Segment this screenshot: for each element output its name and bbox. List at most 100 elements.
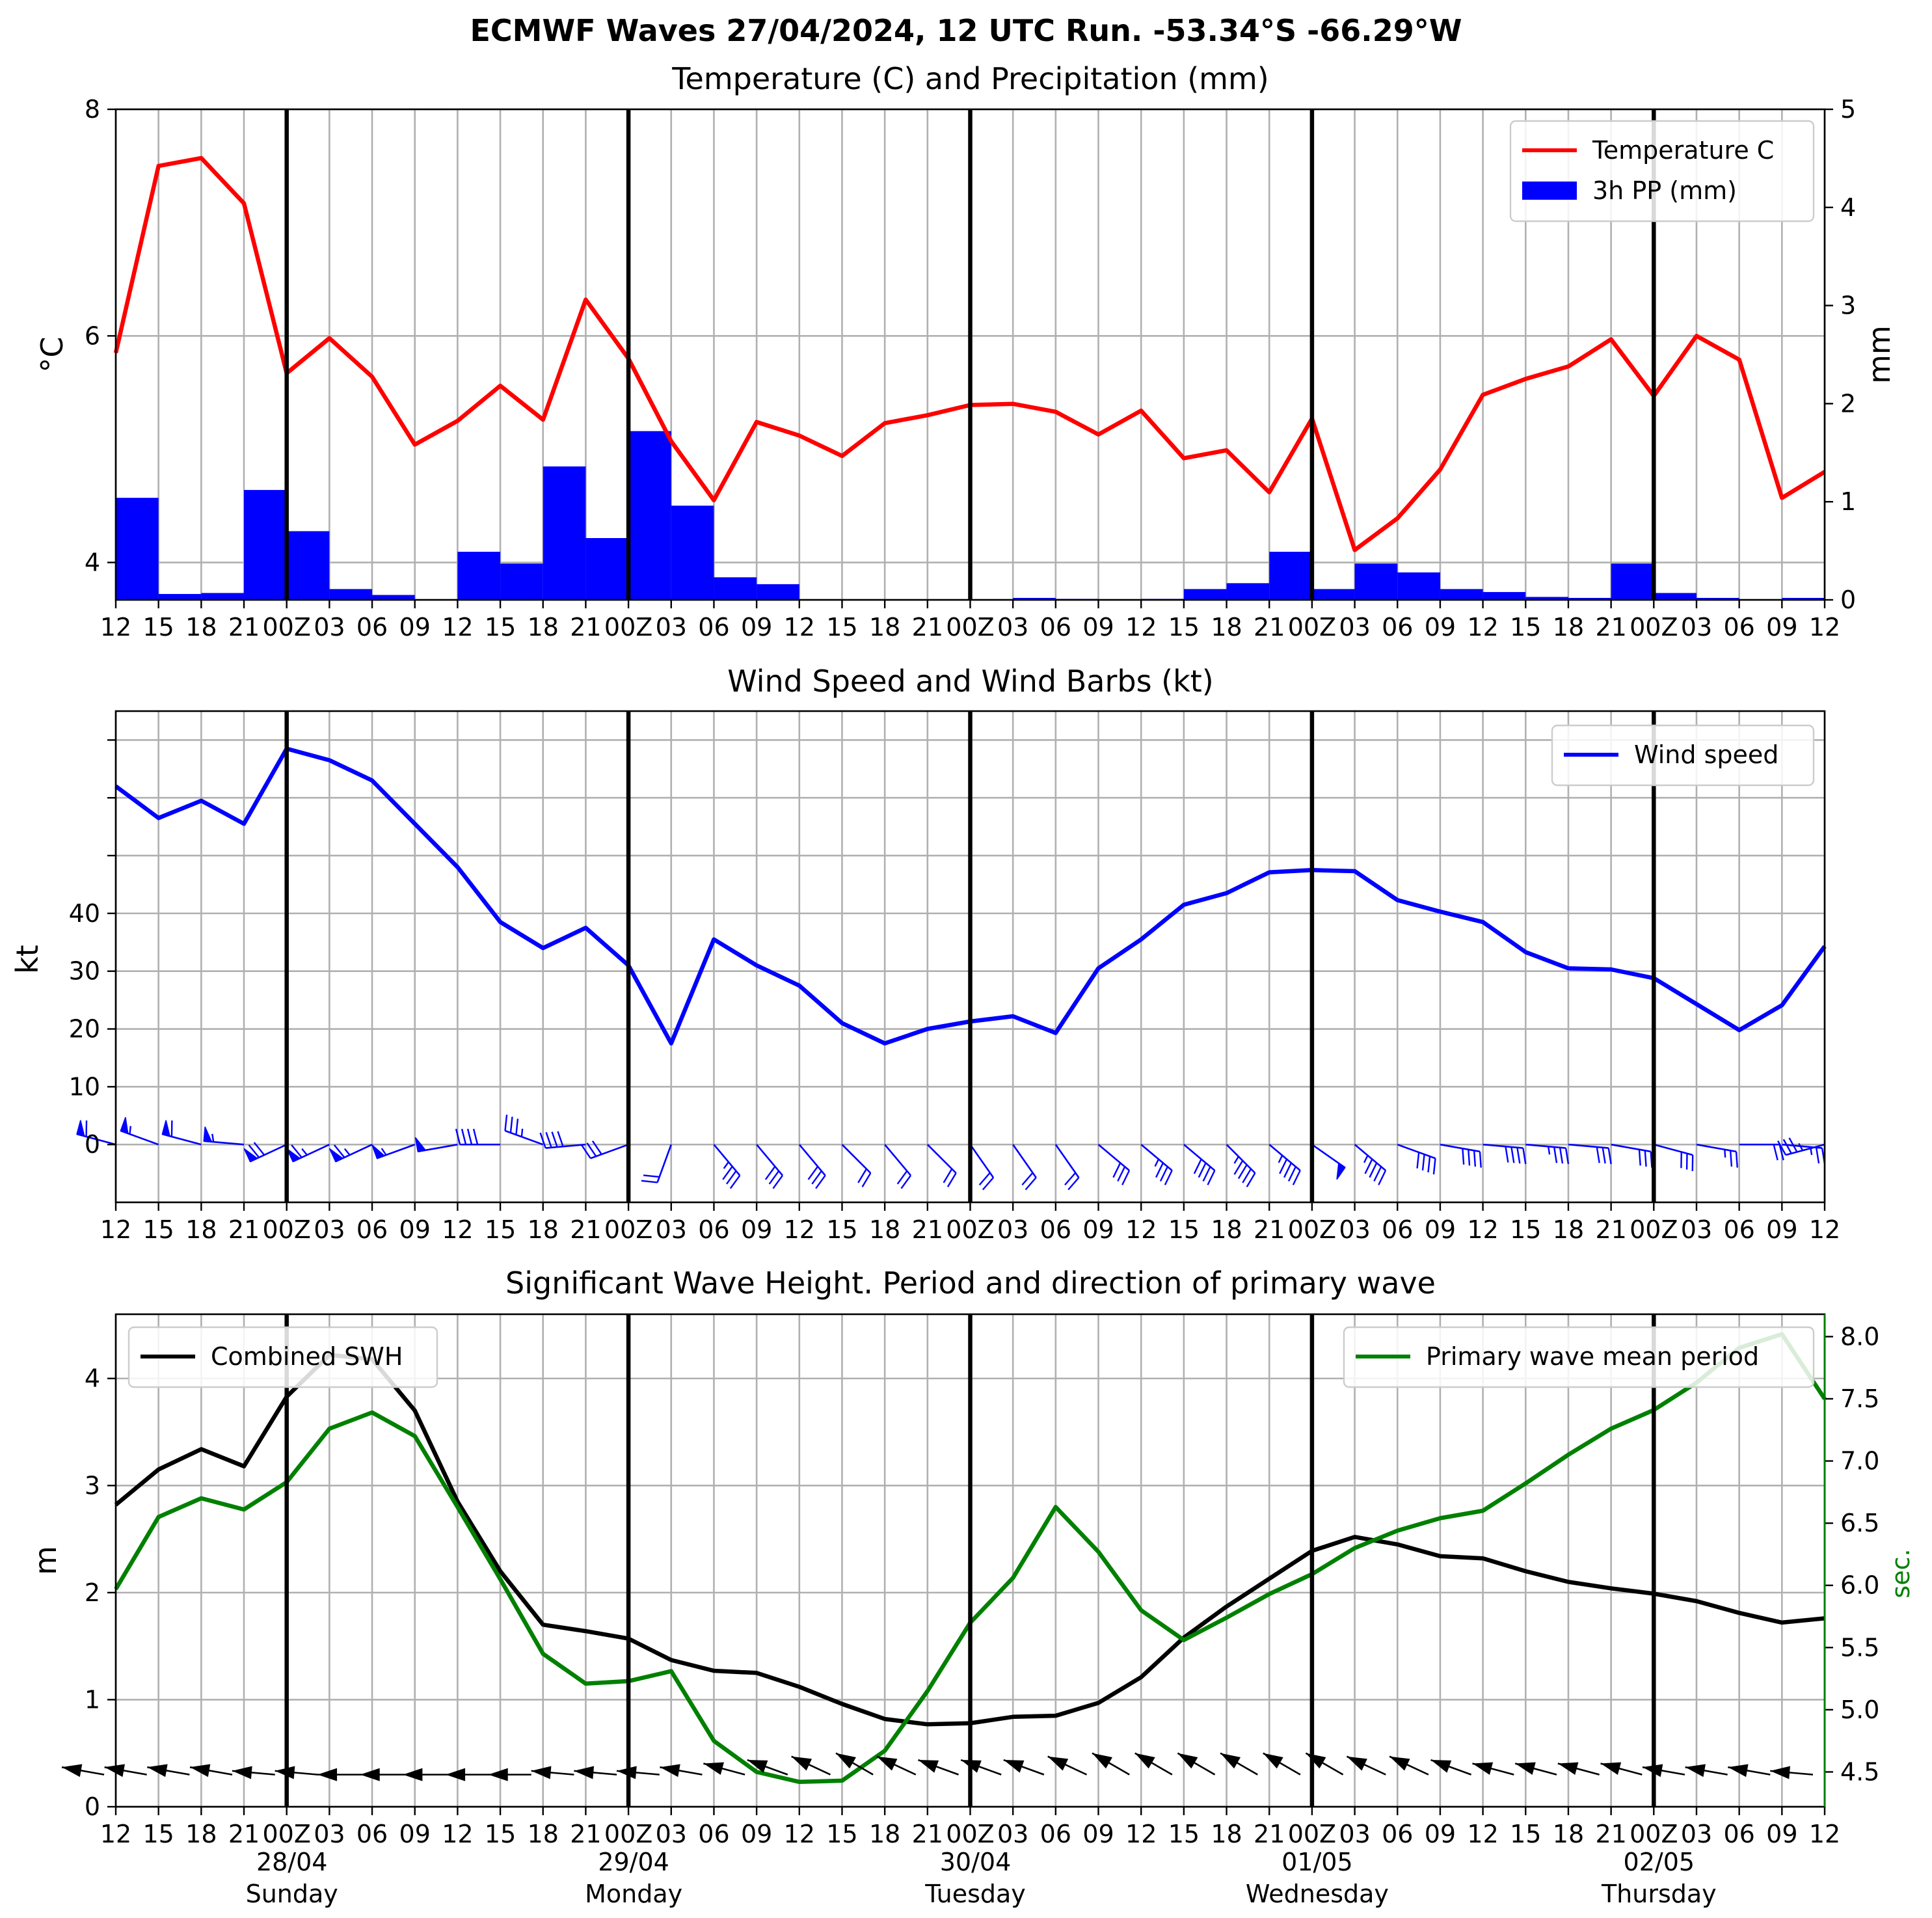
- wind-barb-shaft: [798, 1144, 826, 1176]
- wave-arrow-head: [1557, 1762, 1579, 1775]
- wave-direction-arrow: [147, 1764, 190, 1777]
- wind-barb: [120, 1117, 159, 1146]
- x-tick-label: 09: [1766, 613, 1797, 642]
- wind-barb-full: [1644, 1150, 1647, 1167]
- legend-entry-label: Primary wave mean period: [1426, 1342, 1759, 1371]
- x-tick-label: 12: [1467, 1820, 1498, 1848]
- wave-direction-arrow: [104, 1764, 147, 1777]
- wave-arrow-head: [531, 1766, 552, 1779]
- precip-bar: [1013, 597, 1056, 600]
- wind-barb-full: [1479, 1151, 1482, 1168]
- wind-barb-shaft: [1226, 1144, 1256, 1174]
- wind-barb-full: [1246, 1172, 1256, 1187]
- x-tick-label: 06: [1723, 1820, 1754, 1848]
- wind-barb-full: [1021, 1172, 1034, 1186]
- temperature-legend: Temperature C 3h PP (mm): [1509, 120, 1815, 223]
- wind-barb-shaft: [1525, 1143, 1566, 1149]
- wave-arrow-head: [660, 1764, 680, 1777]
- wave-arrow-head: [1347, 1756, 1367, 1771]
- wind-barb: [580, 1141, 629, 1159]
- wave-arrow-head: [791, 1756, 812, 1771]
- x-tick-label: 12: [784, 1215, 815, 1244]
- legend-entry-label: Wind speed: [1634, 740, 1778, 769]
- precip-bar: [1397, 572, 1440, 600]
- wind-barb-pennant: [203, 1126, 213, 1142]
- wind-barb-full: [1602, 1147, 1606, 1164]
- wind-barb-shaft: [926, 1144, 957, 1174]
- y-axis-label: m: [28, 1546, 63, 1575]
- wind-barb-shaft: [756, 1144, 783, 1176]
- wave-arrow-head: [446, 1768, 466, 1781]
- wind-barb: [841, 1144, 872, 1187]
- x-tick-label: 21: [1595, 1215, 1626, 1244]
- wind-barb-full: [1112, 1162, 1121, 1178]
- wave-direction-arrow: [317, 1768, 361, 1781]
- wind-barb-full: [1292, 1170, 1301, 1185]
- wave-arrow-head: [1220, 1753, 1241, 1769]
- right-y-tick-label: 8.0: [1840, 1322, 1879, 1351]
- x-tick-label: 03: [1339, 1215, 1370, 1244]
- wave-arrow-head: [1263, 1753, 1283, 1769]
- wave-direction-arrow: [1220, 1752, 1258, 1776]
- wind-barb-full: [455, 1128, 461, 1145]
- wind-barb: [884, 1144, 911, 1189]
- x-tick-label: 03: [314, 1215, 345, 1244]
- wind-barb-shaft: [1785, 1143, 1825, 1156]
- x-tick-label: 00Z: [263, 1820, 311, 1848]
- temperature-panel-title: Temperature (C) and Precipitation (mm): [671, 61, 1268, 96]
- right-y-tick-label: 0: [1840, 586, 1856, 614]
- wind-barb: [1140, 1144, 1173, 1185]
- x-tick-label: 18: [1211, 1215, 1242, 1244]
- wind-barb-pennant: [120, 1117, 129, 1135]
- wind-barb: [1012, 1144, 1037, 1191]
- x-tick-label: 21: [1254, 613, 1285, 642]
- x-tick-label: 18: [1553, 1215, 1584, 1244]
- x-tick-label: 06: [1040, 1820, 1071, 1848]
- wind-barb-shaft: [1568, 1143, 1609, 1149]
- wind-barb: [1311, 1144, 1346, 1180]
- x-tick-label: 06: [356, 613, 388, 642]
- x-tick-label: 00Z: [1630, 1215, 1678, 1244]
- x-tick-label: 00Z: [1288, 613, 1336, 642]
- wind-barb-pennant: [161, 1120, 171, 1137]
- wave-arrow-head: [1600, 1762, 1622, 1775]
- precip-bar: [372, 595, 415, 600]
- x-tick-label: 12: [784, 1820, 815, 1848]
- wind-barb: [1397, 1143, 1436, 1175]
- precip-bar: [1183, 589, 1227, 600]
- x-tick-label: 00Z: [604, 1820, 652, 1848]
- wave-arrow-head: [147, 1764, 168, 1777]
- x-tick-label: 06: [356, 1215, 388, 1244]
- wave-direction-arrow: [61, 1764, 105, 1777]
- day-date-label: 28/04: [256, 1848, 328, 1876]
- wind-barb-full: [466, 1128, 473, 1145]
- precip-bar: [1696, 597, 1739, 600]
- x-tick-label: 06: [698, 613, 729, 642]
- x-tick-label: 12: [442, 1820, 473, 1848]
- wave-direction-arrow: [360, 1768, 403, 1781]
- x-tick-label: 06: [1040, 613, 1071, 642]
- wind-barb-full: [1202, 1166, 1211, 1182]
- wind-barb-shaft: [1054, 1144, 1080, 1178]
- wind-barb-half: [381, 1148, 387, 1155]
- day-name-label: Sunday: [246, 1880, 338, 1908]
- wave-panel: Significant Wave Height. Period and dire…: [28, 1265, 1915, 1908]
- precip-bar: [1440, 589, 1483, 600]
- wave-arrow-head: [1134, 1753, 1155, 1769]
- precip-bar: [1525, 597, 1568, 600]
- day-name-label: Tuesday: [924, 1880, 1026, 1908]
- x-tick-label: 15: [485, 613, 516, 642]
- wind-barb: [243, 1142, 288, 1163]
- wind-barb-shaft: [505, 1129, 544, 1146]
- wind-barb-shaft: [1268, 1144, 1301, 1172]
- precip-bar: [1226, 583, 1270, 600]
- wind-barb-full: [1242, 1168, 1252, 1183]
- x-tick-label: 06: [1723, 1215, 1754, 1244]
- day-date-label: 01/05: [1281, 1848, 1353, 1876]
- wind-barb-full: [1198, 1162, 1207, 1178]
- wind-barb: [713, 1144, 741, 1189]
- wave-arrow-head: [360, 1768, 380, 1781]
- wind-barb-full: [1164, 1170, 1173, 1185]
- wind-barb-half: [211, 1133, 215, 1142]
